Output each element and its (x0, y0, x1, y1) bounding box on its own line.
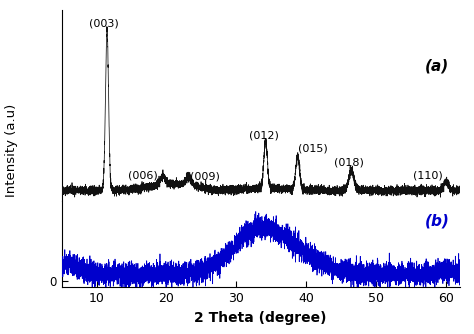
X-axis label: 2 Theta (degree): 2 Theta (degree) (194, 311, 327, 325)
Text: (b): (b) (424, 213, 449, 228)
Text: (009): (009) (190, 172, 220, 182)
Text: (110): (110) (413, 170, 443, 180)
Text: (018): (018) (335, 158, 365, 168)
Text: (012): (012) (249, 131, 279, 141)
Text: (a): (a) (425, 58, 449, 73)
Text: (015): (015) (299, 144, 328, 154)
Text: Intensity (a.u): Intensity (a.u) (5, 104, 18, 197)
Text: (006): (006) (128, 170, 158, 180)
Text: (003): (003) (89, 19, 118, 29)
